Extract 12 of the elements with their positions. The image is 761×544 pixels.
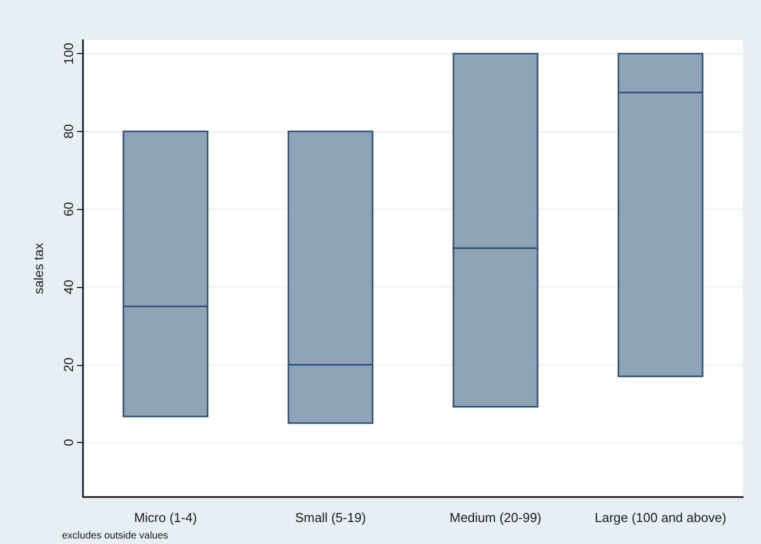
x-tick-label: Medium (20-99) <box>450 510 542 525</box>
y-axis-title: sales tax <box>31 242 46 294</box>
y-tick-label: 80 <box>61 124 76 139</box>
y-tick-label: 0 <box>61 438 76 446</box>
y-tick-label: 40 <box>61 280 76 294</box>
y-tick-label: 100 <box>61 42 76 64</box>
y-tick-label: 20 <box>61 358 76 372</box>
x-tick-label: Small (5-19) <box>295 510 366 525</box>
x-tick-label: Large (100 and above) <box>594 510 726 525</box>
y-tick-label: 60 <box>61 202 76 216</box>
x-tick-label: Micro (1-4) <box>134 510 197 525</box>
text: excludes outside values <box>62 530 168 542</box>
